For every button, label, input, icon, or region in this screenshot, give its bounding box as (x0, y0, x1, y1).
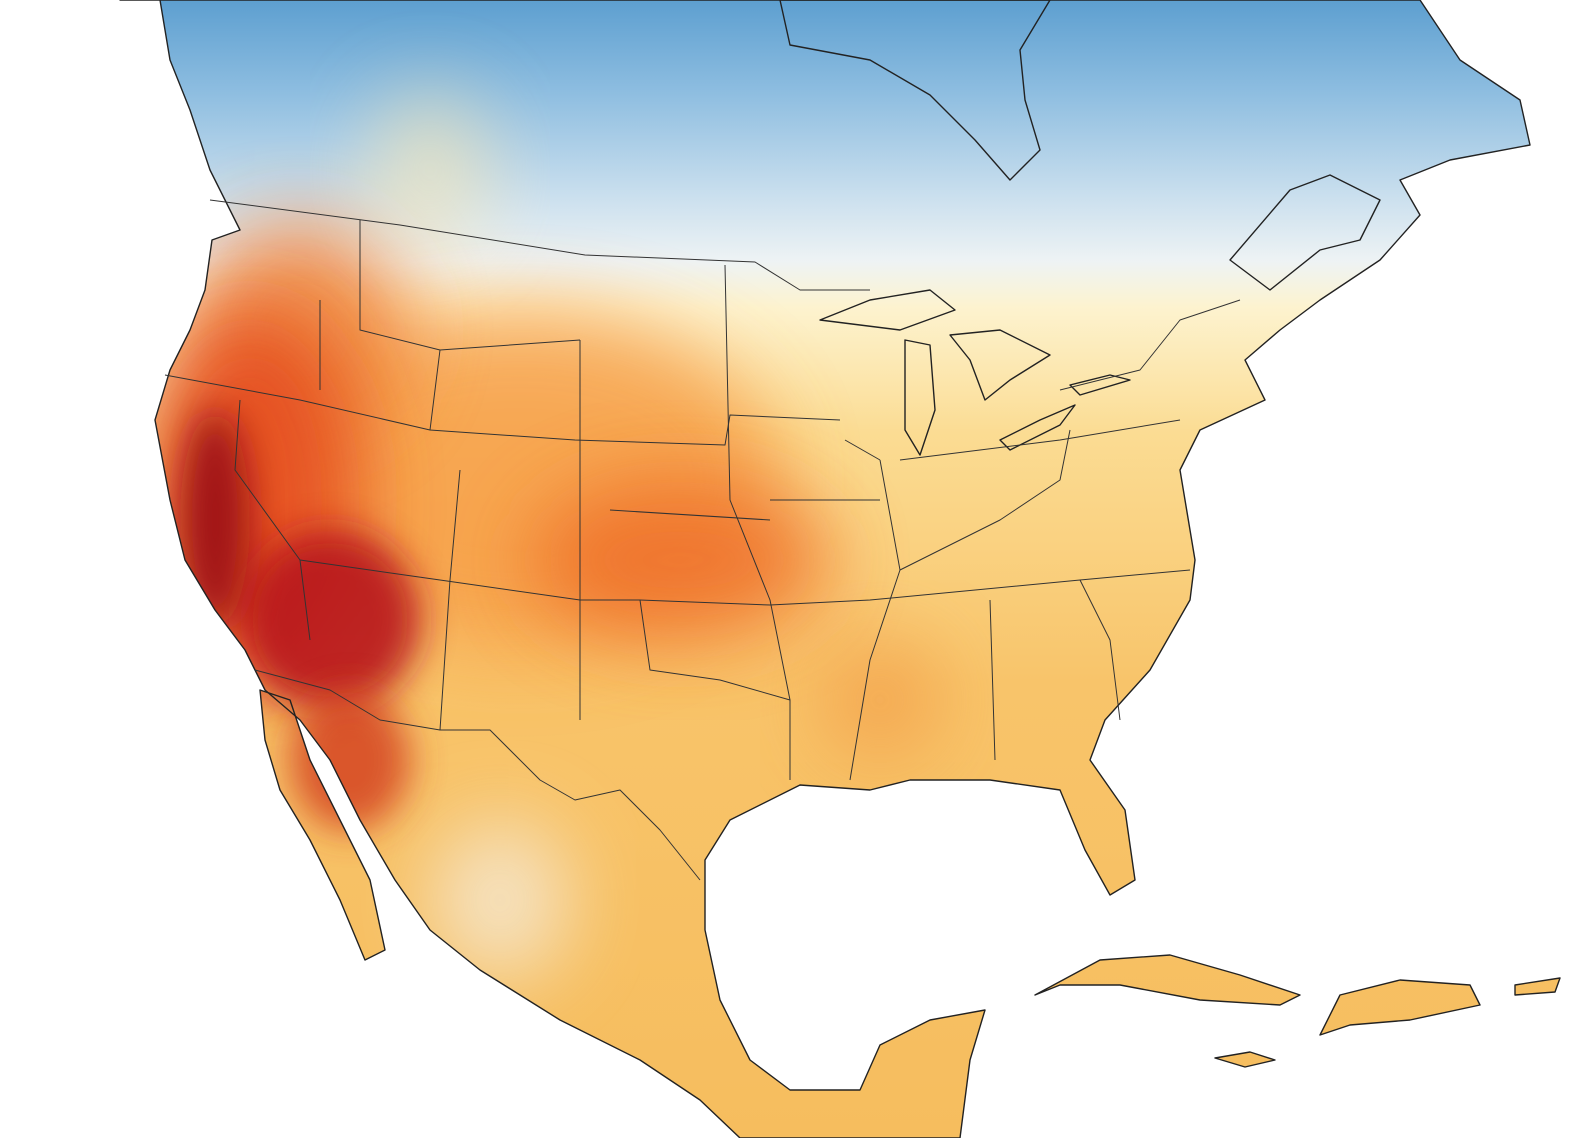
hudson-bay (779, 0, 1051, 181)
jamaica (1214, 1051, 1276, 1068)
hispaniola (1319, 979, 1481, 1036)
puerto-rico (1514, 977, 1561, 996)
baja-coast (259, 689, 386, 961)
borders (164, 199, 1241, 881)
great-lakes (819, 289, 1131, 456)
cuba (1034, 954, 1301, 1006)
gulf-st-lawrence (1229, 174, 1381, 291)
